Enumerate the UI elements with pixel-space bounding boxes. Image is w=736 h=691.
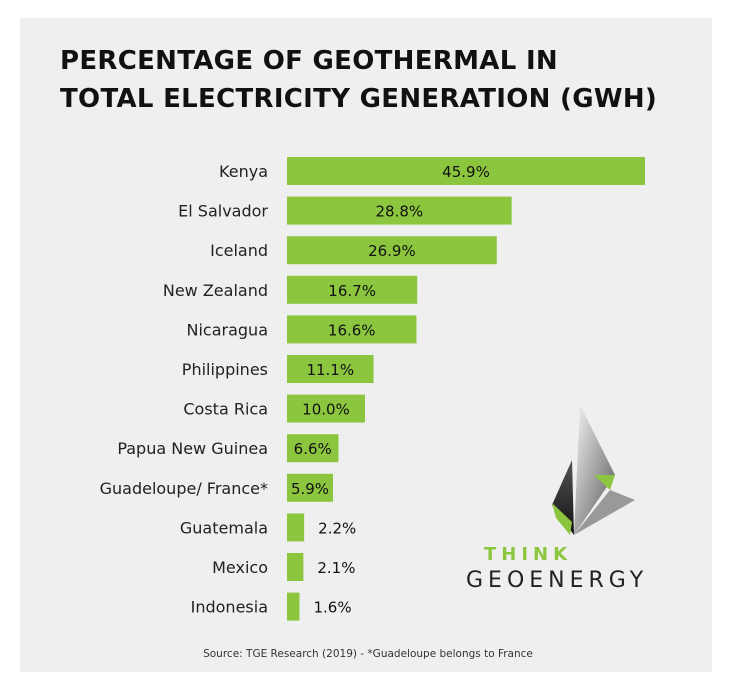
category-label: Guadeloupe/ France* bbox=[100, 479, 268, 498]
bar bbox=[287, 275, 418, 304]
category-label: Kenya bbox=[219, 162, 268, 181]
category-label: Iceland bbox=[210, 241, 268, 260]
value-label: 1.6% bbox=[313, 599, 351, 617]
value-label: 16.6% bbox=[328, 321, 376, 339]
logo-text-geoenergy: GEOENERGY bbox=[466, 568, 649, 593]
bar bbox=[287, 434, 339, 463]
bar bbox=[287, 196, 512, 225]
source-note: Source: TGE Research (2019) - *Guadeloup… bbox=[203, 648, 533, 660]
value-label: 10.0% bbox=[302, 401, 350, 419]
bar bbox=[287, 236, 497, 265]
bar bbox=[287, 592, 300, 621]
bar bbox=[287, 355, 374, 383]
category-label: Papua New Guinea bbox=[117, 439, 268, 458]
infographic-card bbox=[20, 18, 712, 672]
value-label: 45.9% bbox=[442, 163, 490, 181]
bar bbox=[287, 157, 645, 185]
value-label: 16.7% bbox=[328, 282, 376, 300]
category-label: El Salvador bbox=[178, 202, 268, 221]
logo-text-think: THINK bbox=[484, 544, 573, 565]
value-label: 26.9% bbox=[368, 242, 416, 260]
value-label: 11.1% bbox=[306, 361, 354, 379]
value-label: 6.6% bbox=[294, 440, 332, 458]
think-geoenergy-logo-icon bbox=[552, 405, 635, 535]
category-label: New Zealand bbox=[163, 281, 268, 300]
bar bbox=[287, 315, 417, 344]
bar bbox=[287, 394, 365, 423]
category-label: Costa Rica bbox=[183, 400, 268, 419]
bar bbox=[287, 553, 304, 581]
bar bbox=[287, 513, 305, 542]
title-line-1: PERCENTAGE OF GEOTHERMAL IN bbox=[60, 46, 558, 76]
category-label: Mexico bbox=[212, 558, 268, 577]
chart-title: PERCENTAGE OF GEOTHERMAL IN TOTAL ELECTR… bbox=[60, 42, 657, 118]
category-label: Guatemala bbox=[180, 518, 268, 537]
title-line-2: TOTAL ELECTRICITY GENERATION (GWH) bbox=[60, 84, 658, 114]
value-label: 2.2% bbox=[318, 519, 356, 537]
category-label: Nicaragua bbox=[187, 320, 269, 339]
value-label: 28.8% bbox=[375, 203, 423, 221]
category-label: Indonesia bbox=[191, 598, 268, 617]
bar bbox=[287, 473, 334, 502]
category-label: Philippines bbox=[182, 360, 268, 379]
value-label: 5.9% bbox=[291, 480, 329, 498]
value-label: 2.1% bbox=[317, 559, 355, 577]
